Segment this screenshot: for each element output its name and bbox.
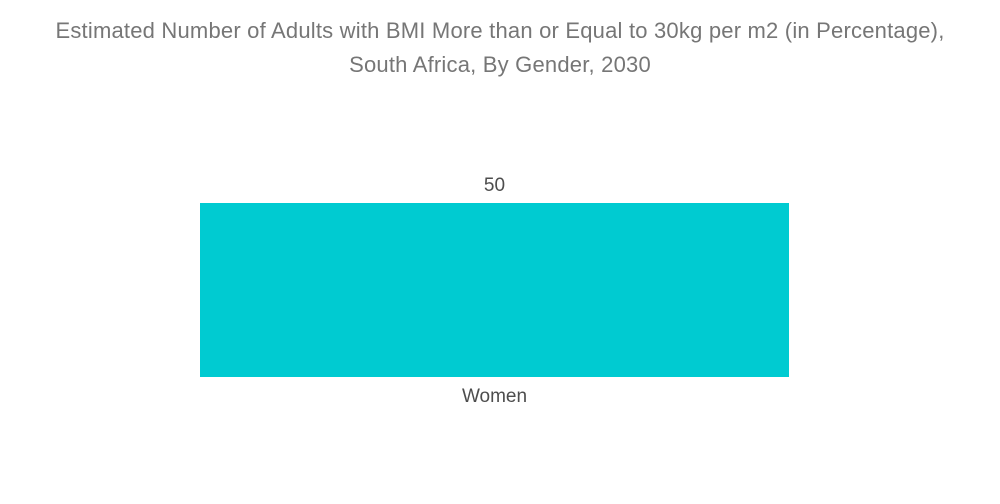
category-label-women: Women [461,386,528,407]
chart-title-line1: Estimated Number of Adults with BMI More… [55,18,945,43]
bar-value-label: 50 [483,175,506,196]
chart-title-line2: South Africa, By Gender, 2030 [349,52,651,77]
bar-women [200,203,789,377]
chart-title: Estimated Number of Adults with BMI More… [0,14,1000,82]
